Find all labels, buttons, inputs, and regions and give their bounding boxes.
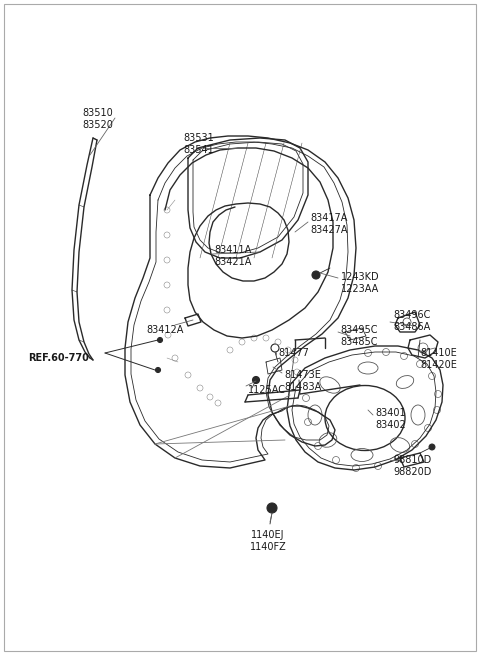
Text: 1125AC: 1125AC: [248, 385, 286, 395]
Text: 83412A: 83412A: [146, 325, 183, 335]
Circle shape: [429, 444, 435, 450]
Text: 81473E
81483A: 81473E 81483A: [284, 370, 321, 392]
Text: 83495C
83485C: 83495C 83485C: [340, 325, 377, 346]
Text: 1140EJ
1140FZ: 1140EJ 1140FZ: [250, 530, 287, 552]
Text: 98810D
98820D: 98810D 98820D: [393, 455, 432, 477]
Circle shape: [267, 503, 277, 513]
Circle shape: [157, 337, 163, 343]
Text: 83510
83520: 83510 83520: [82, 108, 113, 130]
Text: 81410E
81420E: 81410E 81420E: [420, 348, 457, 369]
Text: 83417A
83427A: 83417A 83427A: [310, 213, 348, 234]
Text: 83401
83402: 83401 83402: [375, 408, 406, 430]
Text: 83411A
83421A: 83411A 83421A: [214, 245, 252, 267]
Text: 1243KD
1223AA: 1243KD 1223AA: [341, 272, 380, 293]
Circle shape: [252, 377, 260, 383]
Circle shape: [156, 367, 160, 373]
Text: 83531
83541: 83531 83541: [183, 133, 214, 155]
Text: 83496C
83486A: 83496C 83486A: [393, 310, 431, 331]
Text: REF.60-770: REF.60-770: [28, 353, 89, 363]
Circle shape: [312, 271, 320, 279]
Text: 81477: 81477: [278, 348, 309, 358]
